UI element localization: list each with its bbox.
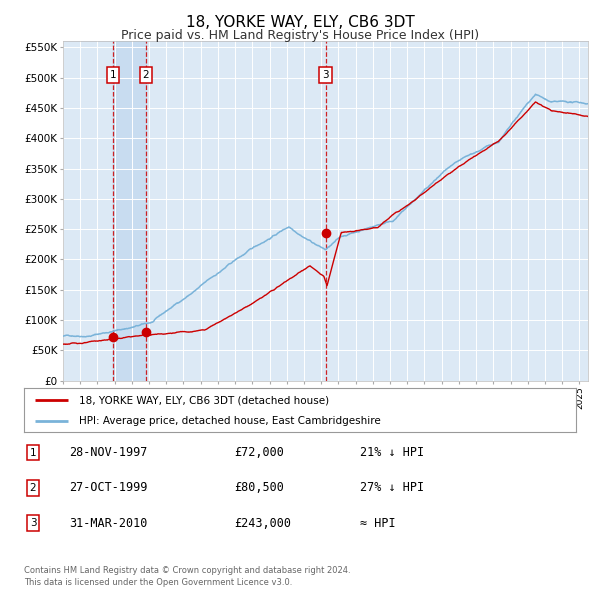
Text: 31-MAR-2010: 31-MAR-2010 bbox=[69, 517, 148, 530]
Text: Contains HM Land Registry data © Crown copyright and database right 2024.
This d: Contains HM Land Registry data © Crown c… bbox=[24, 566, 350, 587]
Text: 18, YORKE WAY, ELY, CB6 3DT: 18, YORKE WAY, ELY, CB6 3DT bbox=[185, 15, 415, 30]
Text: 1: 1 bbox=[110, 70, 116, 80]
Text: 21% ↓ HPI: 21% ↓ HPI bbox=[360, 446, 424, 459]
Text: HPI: Average price, detached house, East Cambridgeshire: HPI: Average price, detached house, East… bbox=[79, 416, 381, 426]
Text: £243,000: £243,000 bbox=[234, 517, 291, 530]
Text: 27-OCT-1999: 27-OCT-1999 bbox=[69, 481, 148, 494]
Text: 3: 3 bbox=[29, 519, 37, 528]
Text: 18, YORKE WAY, ELY, CB6 3DT (detached house): 18, YORKE WAY, ELY, CB6 3DT (detached ho… bbox=[79, 395, 329, 405]
Text: Price paid vs. HM Land Registry's House Price Index (HPI): Price paid vs. HM Land Registry's House … bbox=[121, 29, 479, 42]
Text: 2: 2 bbox=[143, 70, 149, 80]
Text: £80,500: £80,500 bbox=[234, 481, 284, 494]
Text: ≈ HPI: ≈ HPI bbox=[360, 517, 395, 530]
Text: 2: 2 bbox=[29, 483, 37, 493]
Text: 3: 3 bbox=[322, 70, 329, 80]
Text: 1: 1 bbox=[29, 448, 37, 457]
Text: 27% ↓ HPI: 27% ↓ HPI bbox=[360, 481, 424, 494]
Text: £72,000: £72,000 bbox=[234, 446, 284, 459]
Bar bbox=[113, 41, 146, 381]
Text: 28-NOV-1997: 28-NOV-1997 bbox=[69, 446, 148, 459]
